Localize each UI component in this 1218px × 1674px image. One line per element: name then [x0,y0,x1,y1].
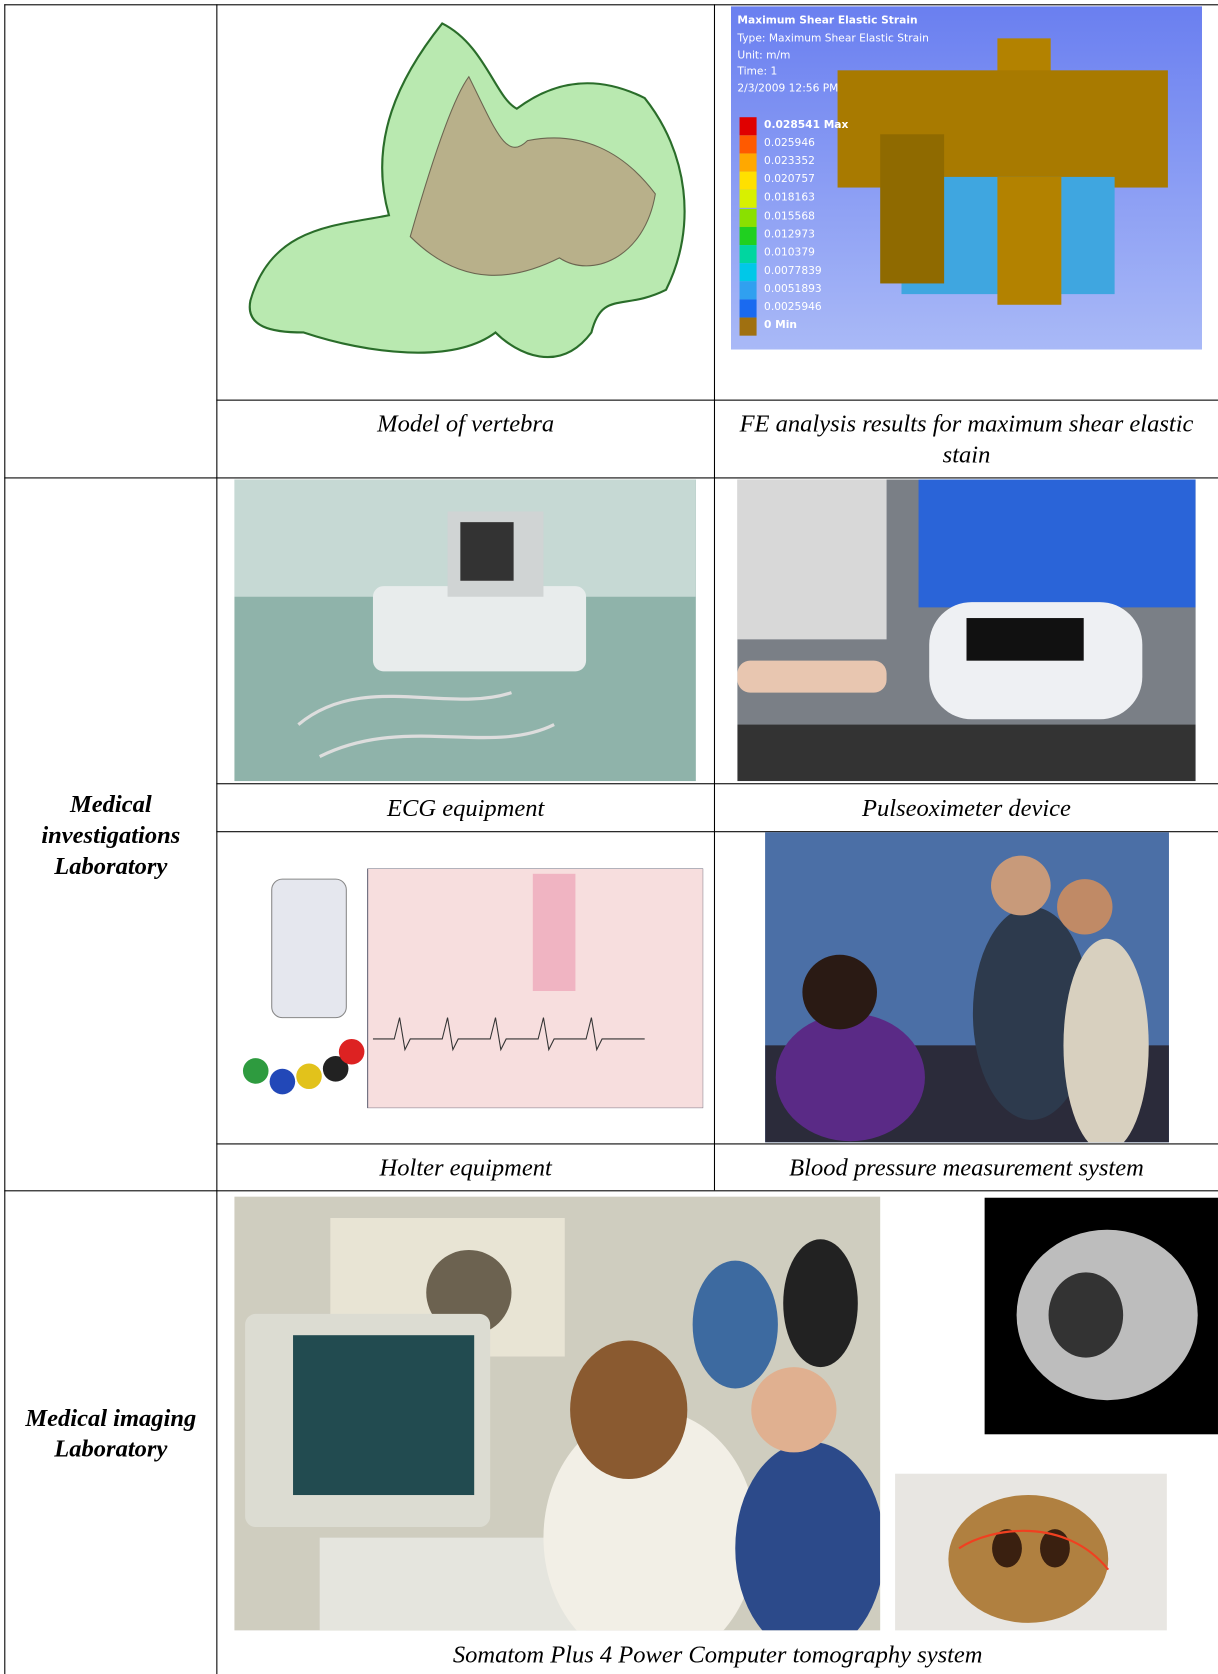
legend-label: 0.018163 [764,192,815,204]
blood-pressure-image [765,832,1169,1143]
legend-swatch [739,262,757,282]
ct-image [234,1196,881,1631]
border [216,1143,1218,1145]
blood-pressure-drawing [765,855,1169,1143]
legend-label: 0.015568 [764,210,815,223]
vertebra-image [240,13,693,394]
legend-label: 0.010379 [764,246,815,259]
fe-title: Maximum Shear Elastic Strain [737,14,918,27]
border [216,783,1218,785]
fe-info-line: 2/3/2009 12:56 PM [737,82,839,95]
caption: Model of vertebra [377,410,555,437]
legend-swatch [739,190,757,209]
ecg-image [234,479,696,782]
skull-3d-drawing [1016,1229,1198,1401]
fe-part-drawing [837,38,1168,305]
legend-label: 0.025946 [764,137,815,150]
border [4,1190,1218,1192]
caption: Pulseoximeter device [862,794,1071,822]
border [4,4,6,1674]
row-label: Medical investigations Laboratory [41,790,181,880]
border [4,4,1218,6]
legend-label: 0.028541 Max [764,119,849,132]
legend-label: 0.012973 [764,228,815,241]
border [216,4,218,1674]
caption: ECG equipment [387,794,545,822]
holter-drawing [242,868,704,1109]
legend-swatch [739,226,757,245]
caption: Somatom Plus 4 Power Computer tomography… [452,1641,983,1668]
legend-label: 0.0025946 [764,301,822,314]
skull-photo-image [895,1473,1167,1631]
ct-drawing [245,1217,881,1631]
legend-swatch [739,244,757,263]
fe-analysis-image: Maximum Shear Elastic Strain Type: Maxim… [731,6,1202,350]
border [4,477,1218,479]
pulseoximeter-drawing [737,479,1196,782]
fe-info-line: Type: Maximum Shear Elastic Strain [737,33,929,45]
legend-swatch [739,317,757,336]
legend-swatch [739,299,757,318]
caption: FE analysis results for maximum shear el… [739,410,1194,468]
fe-info-line: Time: 1 [737,66,778,78]
legend-swatch [739,208,757,227]
holter-image [234,868,704,1109]
border [216,399,1218,401]
vertebra-drawing [248,22,686,359]
ecg-drawing [234,479,696,759]
pulseoximeter-image [737,479,1196,782]
legend-label: 0.0077839 [764,265,822,277]
legend-label: 0 Min [764,319,798,332]
legend-swatch [739,153,757,172]
legend-swatch [739,117,757,136]
legend-swatch [739,281,757,300]
legend-label: 0.020757 [764,174,815,186]
legend-label: 0.023352 [764,155,815,168]
fe-info-line: Unit: m/m [737,49,791,62]
border [216,831,1218,833]
row-label: Medical imaging Laboratory [25,1404,197,1463]
legend-swatch [739,135,757,154]
legend-swatch [739,171,757,191]
skull-3d-image [984,1197,1218,1435]
skull-photo-drawing [948,1495,1110,1623]
border [713,4,716,1191]
caption: Holter equipment [379,1154,552,1181]
caption: Blood pressure measurement system [789,1154,1144,1181]
legend-label: 0.0051893 [764,283,822,296]
